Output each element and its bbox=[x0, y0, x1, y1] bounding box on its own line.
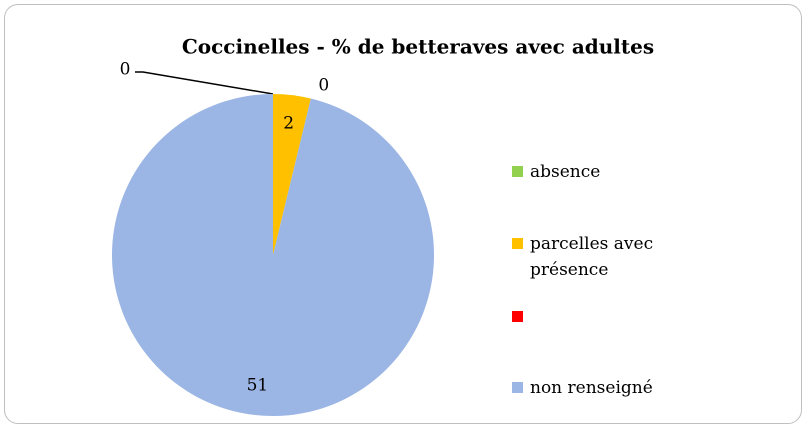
pie-slice bbox=[112, 93, 435, 416]
legend-swatch bbox=[512, 382, 523, 393]
legend-swatch bbox=[512, 166, 523, 177]
legend-label: non renseigné bbox=[530, 378, 653, 398]
chart-title: Coccinelles - % de betteraves avec adult… bbox=[182, 35, 654, 59]
legend-label: absence bbox=[530, 162, 601, 182]
chart-frame bbox=[4, 4, 802, 424]
legend-label: parcelles avec présence bbox=[530, 234, 654, 280]
pie-slice bbox=[273, 94, 311, 255]
data-label: 51 bbox=[247, 376, 269, 396]
data-label: 2 bbox=[283, 113, 294, 133]
legend-swatch bbox=[512, 238, 523, 249]
legend-entry: non renseigné bbox=[512, 375, 672, 401]
legend-entry: parcelles avec présence bbox=[512, 231, 672, 283]
legend-entry: absence bbox=[512, 159, 672, 185]
data-label: 0 bbox=[120, 60, 131, 80]
data-label: 0 bbox=[318, 75, 329, 95]
legend-swatch bbox=[512, 311, 523, 322]
leader-line bbox=[135, 71, 274, 95]
